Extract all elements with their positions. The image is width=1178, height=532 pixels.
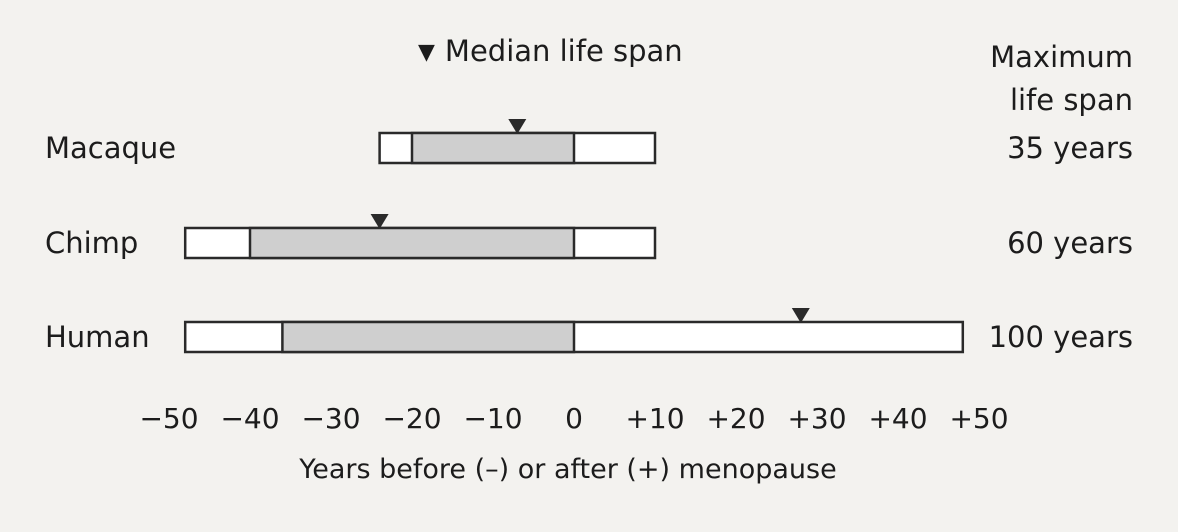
- max-life-span-header: Maximum life span: [990, 40, 1133, 117]
- legend-marker-icon: ▼: [418, 40, 435, 65]
- x-tick-label: −40: [220, 402, 279, 435]
- species-row-chimp: Chimp 60 years: [45, 214, 1133, 260]
- x-axis-ticks: −50 −40 −30 −20 −10 0 +10 +20 +30 +40 +50: [139, 402, 1008, 435]
- x-tick-label: −10: [463, 402, 522, 435]
- x-tick-label: −20: [382, 402, 441, 435]
- species-label: Chimp: [45, 226, 138, 260]
- median-life-span-marker: [791, 308, 810, 323]
- x-tick-label: +40: [868, 402, 927, 435]
- legend-label-text: Median life span: [445, 34, 683, 68]
- max-life-span-value: 35 years: [1007, 131, 1133, 165]
- median-life-span-marker: [508, 119, 527, 134]
- species-label: Human: [45, 320, 150, 354]
- species-label: Macaque: [45, 131, 176, 165]
- median-life-span-marker: [370, 214, 389, 229]
- x-tick-label: +10: [625, 402, 684, 435]
- x-tick-label: −30: [301, 402, 360, 435]
- x-tick-label: +20: [706, 402, 765, 435]
- max-life-span-header-line-1: Maximum: [990, 40, 1133, 74]
- species-row-macaque: Macaque 35 years: [45, 119, 1133, 165]
- species-row-human: Human 100 years: [45, 308, 1133, 354]
- max-life-span-value: 60 years: [1007, 226, 1133, 260]
- legend: ▼ Median life span: [418, 34, 683, 68]
- max-life-span-value: 100 years: [989, 320, 1133, 354]
- x-tick-label: +30: [787, 402, 846, 435]
- x-tick-label: +50: [949, 402, 1008, 435]
- legend-label: ▼ Median life span: [418, 34, 683, 68]
- x-axis-title: Years before (–) or after (+) menopause: [298, 454, 836, 485]
- x-tick-label: −50: [139, 402, 198, 435]
- max-life-span-header-line-2: life span: [1010, 83, 1133, 117]
- x-tick-label: 0: [565, 402, 583, 435]
- reproductive-span-bar: [248, 226, 576, 260]
- reproductive-span-bar: [281, 320, 576, 354]
- reproductive-span-bar: [410, 131, 576, 165]
- species-rows: Macaque 35 years Chimp 60 years Human 100 yea…: [45, 119, 1133, 354]
